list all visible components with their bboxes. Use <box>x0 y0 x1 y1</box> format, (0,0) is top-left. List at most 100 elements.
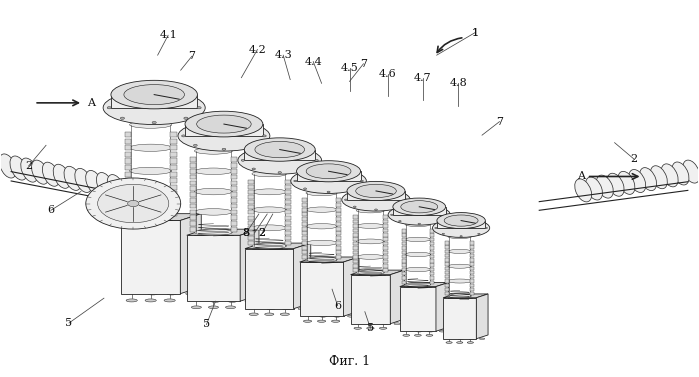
Circle shape <box>375 209 377 210</box>
Ellipse shape <box>433 219 490 238</box>
Circle shape <box>304 151 308 153</box>
Circle shape <box>222 121 226 124</box>
Ellipse shape <box>661 164 678 187</box>
Polygon shape <box>383 268 388 272</box>
Ellipse shape <box>367 327 374 329</box>
Text: 7: 7 <box>496 116 503 127</box>
Ellipse shape <box>164 299 175 302</box>
Text: 4.2: 4.2 <box>249 44 266 55</box>
Polygon shape <box>124 172 131 177</box>
Circle shape <box>442 233 445 234</box>
Text: A: A <box>87 98 95 108</box>
Circle shape <box>184 96 188 98</box>
Ellipse shape <box>267 308 275 310</box>
Circle shape <box>184 117 188 120</box>
Polygon shape <box>353 228 358 232</box>
Polygon shape <box>124 132 131 137</box>
Polygon shape <box>231 198 237 202</box>
Ellipse shape <box>194 208 233 215</box>
Polygon shape <box>248 241 254 245</box>
Polygon shape <box>121 221 180 294</box>
Polygon shape <box>231 210 237 214</box>
Polygon shape <box>190 215 196 220</box>
Ellipse shape <box>401 201 438 213</box>
Circle shape <box>375 189 377 191</box>
Polygon shape <box>170 145 177 150</box>
Ellipse shape <box>252 207 287 213</box>
Polygon shape <box>294 243 311 309</box>
Polygon shape <box>302 241 308 245</box>
Ellipse shape <box>252 225 287 231</box>
Polygon shape <box>170 138 177 144</box>
Circle shape <box>222 148 226 150</box>
Polygon shape <box>343 257 359 316</box>
Polygon shape <box>190 198 196 202</box>
Polygon shape <box>302 231 308 235</box>
Polygon shape <box>248 221 254 225</box>
Ellipse shape <box>124 84 185 104</box>
Ellipse shape <box>444 215 478 226</box>
Ellipse shape <box>317 320 326 322</box>
Ellipse shape <box>651 166 668 189</box>
Polygon shape <box>470 245 475 249</box>
Polygon shape <box>383 224 388 228</box>
Polygon shape <box>302 213 308 216</box>
Ellipse shape <box>388 204 450 225</box>
Ellipse shape <box>129 167 172 175</box>
Polygon shape <box>353 251 358 254</box>
Ellipse shape <box>282 308 291 310</box>
Ellipse shape <box>331 320 340 322</box>
Circle shape <box>127 201 139 207</box>
Text: 1: 1 <box>472 28 479 38</box>
Polygon shape <box>302 222 308 226</box>
Ellipse shape <box>296 161 361 182</box>
Polygon shape <box>470 258 475 262</box>
Polygon shape <box>124 138 131 144</box>
Circle shape <box>396 192 398 193</box>
Ellipse shape <box>368 323 375 325</box>
Polygon shape <box>402 272 406 276</box>
Ellipse shape <box>194 168 233 175</box>
Ellipse shape <box>428 330 433 332</box>
Polygon shape <box>248 190 254 194</box>
Polygon shape <box>353 242 358 245</box>
Polygon shape <box>170 204 177 210</box>
Polygon shape <box>231 227 237 231</box>
Polygon shape <box>351 270 404 275</box>
Polygon shape <box>336 227 341 230</box>
Circle shape <box>252 151 255 153</box>
Ellipse shape <box>75 169 92 193</box>
Circle shape <box>252 168 255 170</box>
Ellipse shape <box>306 190 337 196</box>
Circle shape <box>345 199 347 201</box>
Ellipse shape <box>405 237 431 242</box>
Polygon shape <box>231 215 237 220</box>
Circle shape <box>98 184 169 223</box>
Circle shape <box>353 206 356 208</box>
Circle shape <box>396 206 398 208</box>
Ellipse shape <box>575 179 591 202</box>
Ellipse shape <box>186 292 196 295</box>
Ellipse shape <box>448 294 472 298</box>
Polygon shape <box>402 238 406 241</box>
Polygon shape <box>470 267 475 270</box>
Ellipse shape <box>226 306 236 309</box>
Polygon shape <box>336 203 341 207</box>
Ellipse shape <box>448 234 472 239</box>
Polygon shape <box>124 185 131 190</box>
Ellipse shape <box>103 91 206 124</box>
Polygon shape <box>402 259 406 263</box>
Ellipse shape <box>86 170 103 195</box>
Ellipse shape <box>446 342 452 343</box>
Polygon shape <box>443 294 488 298</box>
Circle shape <box>360 180 363 182</box>
Polygon shape <box>190 169 196 173</box>
Circle shape <box>241 159 245 161</box>
Ellipse shape <box>0 154 16 178</box>
Polygon shape <box>400 282 449 287</box>
Ellipse shape <box>252 243 287 249</box>
Ellipse shape <box>426 334 433 336</box>
Polygon shape <box>402 280 406 284</box>
Polygon shape <box>470 262 475 266</box>
Circle shape <box>278 172 282 173</box>
